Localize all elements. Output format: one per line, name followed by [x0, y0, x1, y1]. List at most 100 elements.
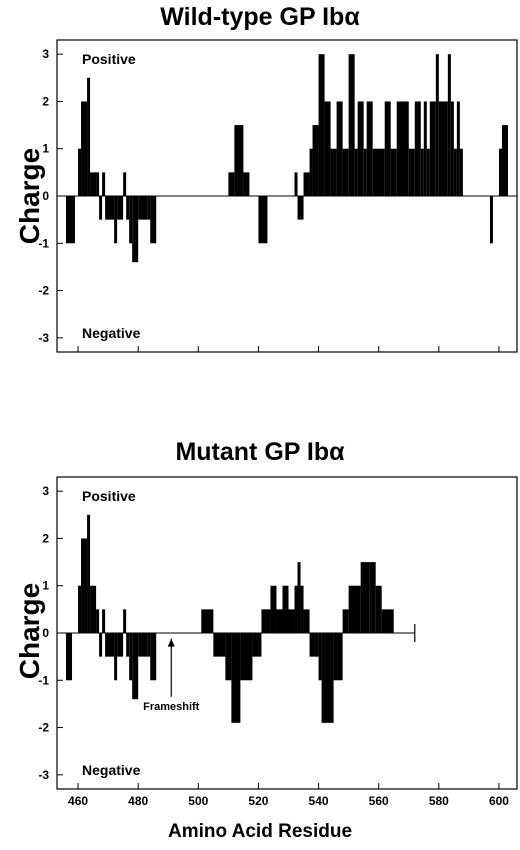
top-charge-bar	[429, 101, 436, 196]
bottom-charge-bar	[231, 633, 241, 723]
bottom-ytick-label: -2	[38, 721, 49, 735]
bottom-frameshift-arrow-head	[167, 638, 175, 647]
top-charge-bar	[258, 196, 268, 244]
top-charge-bar	[228, 172, 235, 196]
bottom-ytick-label: 0	[42, 626, 49, 640]
top-charge-bar	[501, 125, 508, 196]
top-charge-bar	[129, 196, 133, 244]
bottom-charge-bar	[318, 633, 322, 681]
top-charge-bar	[354, 148, 358, 196]
bottom-charge-bar	[309, 633, 319, 657]
bottom-xtick-label: 520	[248, 794, 268, 808]
bottom-charge-bar	[300, 585, 304, 633]
bottom-charge-bar	[282, 585, 289, 633]
top-charge-bar	[408, 148, 415, 196]
top-charge-bar	[126, 196, 130, 220]
bottom-charge-bar	[132, 633, 139, 700]
top-charge-bar	[438, 101, 448, 196]
top-ytick-label: 1	[42, 142, 49, 156]
top-charge-bar	[456, 101, 460, 196]
top-charge-bar	[330, 148, 337, 196]
top-ytick-label: 2	[42, 94, 49, 108]
top-charge-bar	[366, 101, 373, 196]
top-charge-bar	[348, 54, 355, 196]
bottom-charge-bar	[381, 609, 394, 633]
top-charge-bar	[294, 172, 298, 196]
bottom-charge-bar	[288, 609, 295, 633]
bottom-charge-bar	[276, 609, 283, 633]
bottom-xtick-label: 460	[68, 794, 88, 808]
bottom-charge-bar	[375, 585, 382, 633]
bottom-xtick-label: 480	[128, 794, 148, 808]
bottom-charge-bar	[294, 585, 298, 633]
top-charge-bar	[312, 125, 319, 196]
bottom-charge-bar	[117, 633, 124, 657]
bottom-charge-bar	[123, 609, 127, 633]
top-charge-bar	[363, 148, 367, 196]
bottom-xtick-label: 580	[429, 794, 449, 808]
top-charge-bar	[423, 101, 427, 196]
bottom-charge-bar	[138, 633, 148, 657]
bottom-charge-bar	[66, 633, 73, 681]
top-charge-bar	[114, 196, 118, 244]
bottom-charge-bar	[78, 585, 82, 633]
top-ytick-label: 3	[42, 47, 49, 61]
top-charge-bar	[357, 101, 364, 196]
top-negative-label: Negative	[82, 325, 141, 341]
bottom-charge-bar	[102, 609, 106, 633]
top-charge-bar	[489, 196, 493, 244]
top-charge-bar	[117, 196, 124, 220]
top-charge-bar	[384, 101, 391, 196]
bottom-xtick-label: 600	[489, 794, 509, 808]
bottom-charge-bar	[96, 609, 100, 633]
top-charge-bar	[303, 172, 310, 196]
top-charge-bar	[66, 196, 76, 244]
top-positive-label: Positive	[82, 51, 136, 67]
top-charge-bar	[324, 101, 331, 196]
top-charge-bar	[447, 54, 451, 196]
top-charge-bar	[123, 172, 127, 196]
bottom-charge-bar	[90, 585, 97, 633]
bottom-xtick-label: 540	[309, 794, 329, 808]
bottom-charge-bar	[225, 633, 232, 681]
top-charge-bar	[450, 101, 454, 196]
bottom-charge-bar	[240, 633, 253, 681]
bottom-charge-bar	[105, 633, 115, 657]
top-charge-bar	[342, 148, 349, 196]
bottom-charge-bar	[252, 633, 262, 657]
top-charge-bar	[453, 148, 457, 196]
top-charge-bar	[90, 172, 97, 196]
bottom-charge-bar	[126, 633, 130, 657]
top-charge-bar	[414, 101, 421, 196]
top-charge-bar	[132, 196, 139, 263]
top-charge-bar	[435, 54, 439, 196]
bottom-chart-title: Mutant GP Ibα	[175, 438, 345, 466]
top-charge-bar	[105, 196, 115, 220]
bottom-charge-bar	[270, 585, 277, 633]
top-charge-bar	[309, 148, 313, 196]
top-ytick-label: -1	[38, 236, 49, 250]
bottom-ytick-label: 3	[42, 484, 49, 498]
top-charge-bar	[426, 148, 430, 196]
bottom-charge-bar	[150, 633, 157, 681]
top-charge-bar	[498, 148, 502, 196]
bottom-charge-bar	[87, 514, 91, 633]
top-ytick-label: -3	[38, 331, 49, 345]
top-charge-bar	[87, 77, 91, 196]
top-charge-bar	[372, 148, 385, 196]
bottom-positive-label: Positive	[82, 488, 136, 504]
bottom-ytick-label: -1	[38, 673, 49, 687]
bottom-charge-bar	[261, 609, 271, 633]
top-charge-bar	[81, 101, 88, 196]
top-charge-bar	[150, 196, 157, 244]
bottom-ytick-label: -3	[38, 768, 49, 782]
top-charge-bar	[147, 196, 151, 220]
bottom-charge-bar	[201, 609, 214, 633]
top-charge-bar	[336, 101, 343, 196]
top-charge-bar	[99, 196, 103, 220]
top-charge-bar	[420, 148, 424, 196]
top-chart-title: Wild-type GP Ibα	[160, 3, 360, 31]
top-charge-bar	[390, 148, 397, 196]
bottom-charge-bar	[369, 562, 376, 633]
